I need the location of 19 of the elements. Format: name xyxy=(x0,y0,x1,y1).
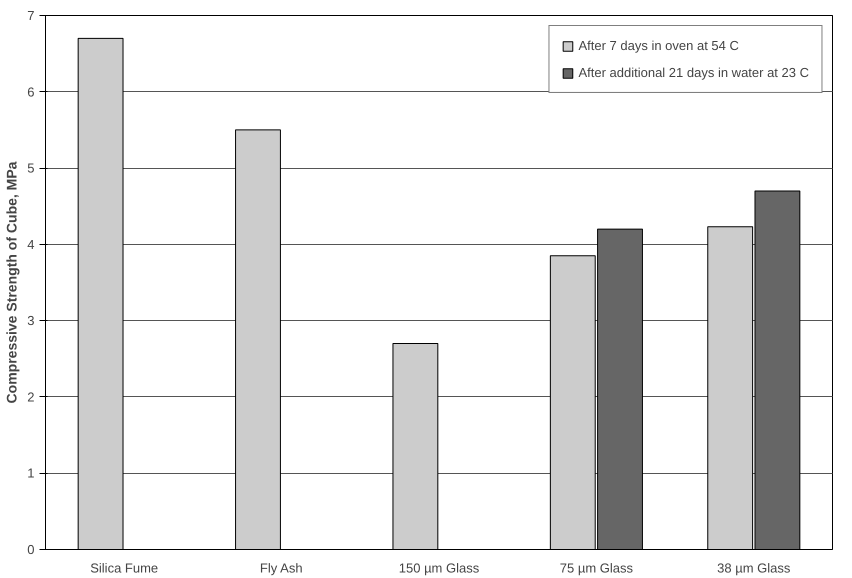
y-tick-label: 5 xyxy=(27,160,35,176)
y-tick-label: 2 xyxy=(27,389,35,404)
y-tick-label: 3 xyxy=(27,313,35,328)
y-tick-label: 0 xyxy=(27,542,35,557)
y-tick-label: 1 xyxy=(27,466,35,481)
y-tick-label: 7 xyxy=(27,8,35,23)
legend-label: After additional 21 days in water at 23 C xyxy=(578,65,809,80)
x-tick-label: Silica Fume xyxy=(90,560,158,576)
x-tick-label: 38 µm Glass xyxy=(717,560,791,576)
legend-label: After 7 days in oven at 54 C xyxy=(578,38,739,53)
bar xyxy=(78,38,124,550)
x-tick-label: 75 µm Glass xyxy=(560,560,634,576)
bar xyxy=(235,129,281,550)
x-tick-label: 150 µm Glass xyxy=(398,560,480,576)
y-tick-label: 6 xyxy=(27,84,35,100)
bar xyxy=(392,343,438,550)
y-axis-title: Compressive Strength of Cube, MPa xyxy=(3,161,20,404)
x-tick-label: Fly Ash xyxy=(260,560,303,576)
y-tick-label: 4 xyxy=(27,236,35,252)
